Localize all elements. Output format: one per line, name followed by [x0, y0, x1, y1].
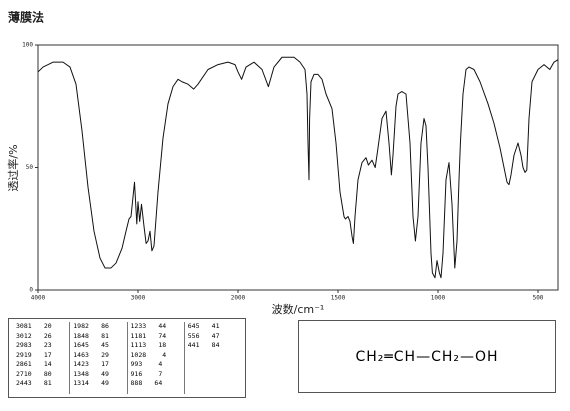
peak-row: 441 84	[188, 341, 241, 351]
peak-transmittance: 17	[101, 360, 109, 368]
peak-table: 3081 20 3012 26 2983 23 2919 17 2861 14 2710 80 2443…	[8, 318, 246, 398]
peak-row: 645 41	[188, 322, 241, 332]
peak-transmittance: 41	[211, 322, 220, 330]
peak-wavenumber: 2983	[16, 341, 32, 349]
peak-transmittance: 17	[43, 350, 52, 359]
peak-wavenumber: 1028	[130, 350, 147, 359]
spectrum-line	[37, 56, 559, 279]
peak-row: 2710 80	[16, 370, 69, 380]
peak-row: 1463 29	[73, 351, 126, 361]
peak-row: 1113 18	[131, 341, 184, 351]
peak-wavenumber: 888	[130, 379, 143, 387]
peak-transmittance: 29	[101, 350, 109, 359]
peak-wavenumber: 1314	[73, 379, 89, 387]
peak-row: 2919 17	[16, 351, 69, 361]
peak-transmittance: 84	[211, 341, 220, 349]
peak-row: 556 47	[188, 332, 241, 342]
peak-row: 1233 44	[131, 322, 184, 332]
y-tick-label: 50	[26, 164, 34, 171]
peak-row: 3081 20	[16, 322, 69, 332]
x-tick-label: 1500	[331, 295, 346, 302]
peak-row: 2861 14	[16, 360, 69, 370]
peak-transmittance: 7	[158, 369, 163, 378]
peak-transmittance: 74	[158, 331, 167, 340]
peak-row: 1423 17	[73, 360, 126, 370]
peak-row: 1348 49	[73, 370, 126, 380]
peak-wavenumber: 1645	[73, 341, 89, 349]
peak-transmittance: 14	[43, 360, 52, 368]
structure-formula: CH₂═CH—CH₂—OH	[298, 320, 556, 393]
peak-wavenumber: 1348	[73, 369, 89, 378]
peak-row: 1982 86	[73, 322, 126, 332]
x-tick-label: 1000	[431, 295, 446, 302]
peak-wavenumber: 1233	[130, 322, 147, 330]
peak-transmittance: 18	[158, 341, 167, 349]
peak-transmittance: 49	[101, 369, 109, 378]
peak-wavenumber: 3081	[16, 322, 32, 330]
x-tick-label: 4000	[31, 295, 46, 302]
peak-wavenumber: 1181	[130, 331, 147, 340]
peak-transmittance: 20	[43, 322, 52, 330]
x-tick-label: 2000	[231, 295, 246, 302]
x-tick-label: 3000	[131, 295, 146, 302]
peak-row: 1848 81	[73, 332, 126, 342]
peak-row: 3012 26	[16, 332, 69, 342]
peak-row: 2443 81	[16, 379, 69, 389]
y-tick-label: 0	[29, 287, 33, 294]
x-axis-label: 波数/cm⁻¹	[272, 303, 325, 316]
peak-transmittance: 4	[162, 350, 167, 359]
peak-wavenumber: 1113	[130, 341, 147, 349]
peak-row: 916 7	[131, 370, 184, 380]
peak-transmittance: 47	[211, 331, 220, 340]
peak-wavenumber: 645	[187, 322, 200, 330]
y-axis-label: 透过率/%	[6, 144, 20, 191]
peak-row: 888 64	[131, 379, 184, 389]
peak-transmittance: 4	[158, 360, 163, 368]
peak-transmittance: 64	[154, 379, 163, 387]
peak-transmittance: 81	[43, 379, 52, 387]
peak-row: 2983 23	[16, 341, 69, 351]
peak-wavenumber: 2919	[16, 350, 32, 359]
peak-wavenumber: 441	[187, 341, 200, 349]
peak-transmittance: 49	[101, 379, 109, 387]
peak-transmittance: 45	[101, 341, 109, 349]
chart-title: 薄膜法	[8, 10, 44, 25]
peak-wavenumber: 556	[187, 331, 200, 340]
peak-wavenumber: 916	[130, 369, 143, 378]
peak-column: 1233 44 1181 74 1113 18 1028 4 993 4 916 7 888 64	[128, 322, 185, 394]
peak-transmittance: 86	[101, 322, 109, 330]
peak-column: 3081 20 3012 26 2983 23 2919 17 2861 14 2710 80 2443…	[13, 322, 71, 394]
peak-wavenumber: 2443	[16, 379, 32, 387]
peak-wavenumber: 1982	[73, 322, 89, 330]
peak-transmittance: 81	[101, 331, 109, 340]
peak-wavenumber: 1463	[73, 350, 89, 359]
peak-transmittance: 80	[43, 369, 52, 378]
peak-row: 993 4	[131, 360, 184, 370]
y-tick-label: 100	[22, 42, 33, 49]
peak-row: 1181 74	[131, 332, 184, 342]
x-tick-label: 500	[533, 295, 544, 302]
peak-transmittance: 44	[158, 322, 167, 330]
peak-row: 1645 45	[73, 341, 126, 351]
peak-column: 645 41 556 47 441 84	[185, 322, 241, 394]
peak-transmittance: 26	[43, 331, 52, 340]
peak-row: 1028 4	[131, 351, 184, 361]
peak-wavenumber: 1423	[73, 360, 89, 368]
peak-wavenumber: 1848	[73, 331, 89, 340]
peak-transmittance: 23	[43, 341, 52, 349]
peak-wavenumber: 993	[130, 360, 143, 368]
peak-wavenumber: 3012	[16, 331, 32, 340]
peak-wavenumber: 2861	[16, 360, 32, 368]
peak-row: 1314 49	[73, 379, 126, 389]
peak-wavenumber: 2710	[16, 369, 32, 378]
peak-column: 1982 86 1848 81 1645 45 1463 29 1423 17 1348 49 1314…	[70, 322, 128, 394]
